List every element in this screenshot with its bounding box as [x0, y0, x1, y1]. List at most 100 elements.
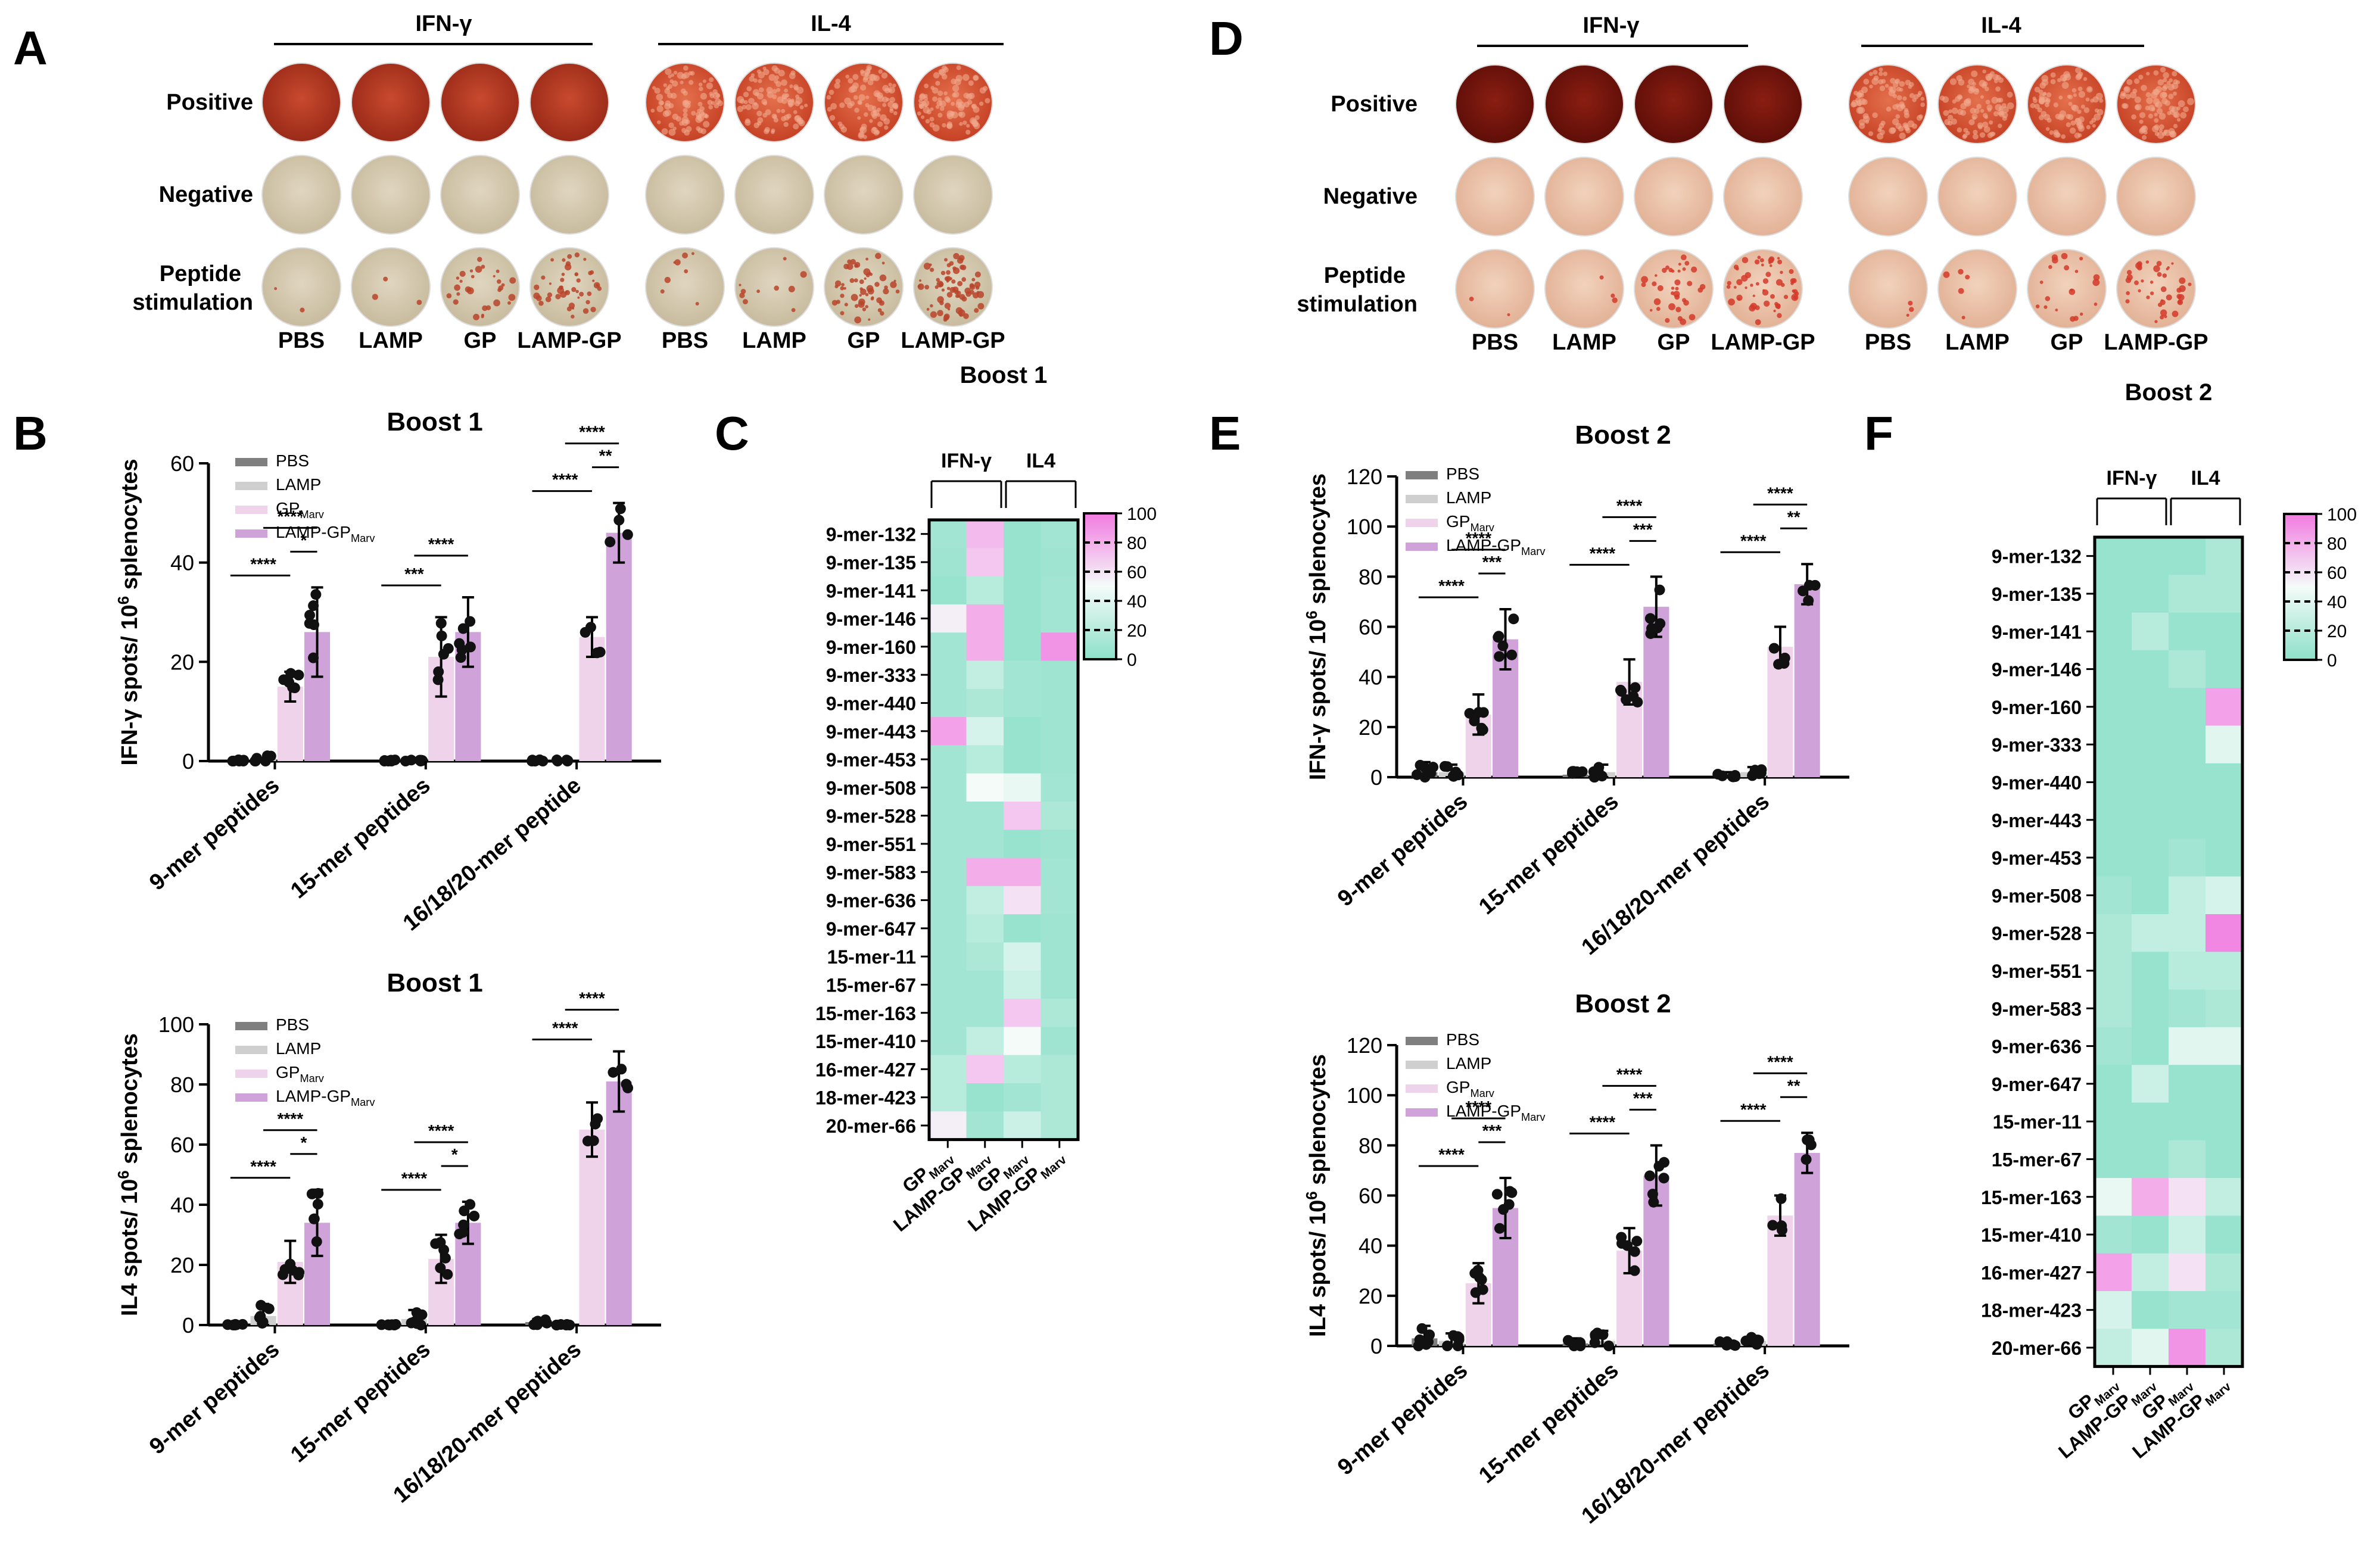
- elispot-spot: [2183, 106, 2189, 113]
- elispot-spot: [567, 254, 572, 259]
- colorbar-label: 60: [2327, 563, 2347, 583]
- elispot-spot: [2074, 269, 2079, 273]
- elispot-spot: [777, 96, 784, 103]
- elispot-spot: [1793, 295, 1798, 300]
- elispot-spot: [1977, 122, 1983, 129]
- elispot-spot: [1856, 99, 1862, 106]
- data-point: [1414, 1334, 1425, 1345]
- data-point: [435, 1263, 446, 1274]
- elispot-spot: [668, 74, 672, 79]
- elispot-spot: [2146, 71, 2150, 76]
- heatmap-cell: [966, 773, 1004, 802]
- elispot-spot: [772, 89, 777, 94]
- elispot-spot: [850, 258, 856, 265]
- well-column-label: LAMP: [359, 328, 423, 353]
- well-column-label: GP: [2051, 330, 2083, 355]
- elispot-spot: [590, 307, 596, 313]
- data-point: [406, 755, 417, 766]
- row-label: 9-mer-528: [1992, 923, 2082, 944]
- elispot-spot: [1761, 263, 1764, 267]
- elispot-spot: [758, 87, 764, 93]
- elispot-spot: [776, 88, 781, 92]
- elispot-spot: [697, 102, 703, 107]
- elispot-spot: [923, 106, 930, 114]
- elispot-spot: [1886, 106, 1892, 112]
- y-tick-label: 60: [170, 451, 194, 476]
- elispot-spot: [2145, 92, 2151, 98]
- elispot-spot: [1957, 127, 1962, 133]
- data-point: [1768, 643, 1780, 654]
- elispot-spot: [873, 75, 880, 82]
- heatmap-cell: [2095, 876, 2132, 915]
- legend-label: GPMarv: [1446, 512, 1495, 534]
- data-point: [1803, 595, 1814, 606]
- row-label-stimulation: stimulation: [132, 290, 253, 315]
- elispot-spot: [2092, 279, 2100, 286]
- elispot-well: [261, 63, 341, 142]
- elispot-spot: [545, 296, 552, 303]
- elispot-spot: [892, 83, 896, 88]
- elispot-spot: [454, 284, 460, 291]
- group-header: IFN-γ: [2107, 467, 2157, 490]
- elispot-spot: [917, 111, 921, 116]
- data-point: [1658, 1157, 1669, 1168]
- elispot-spot: [1877, 128, 1881, 132]
- heatmap-cell: [1041, 576, 1079, 605]
- elispot-spot: [698, 82, 703, 87]
- elispot-spot: [681, 119, 689, 126]
- data-point: [1442, 1341, 1453, 1351]
- heatmap-cell: [1041, 688, 1079, 718]
- heatmap-cell: [2169, 876, 2206, 915]
- elispot-spot: [2126, 291, 2130, 295]
- elispot-spot: [858, 132, 864, 139]
- elispot-spot: [949, 261, 954, 266]
- heatmap-cell: [2205, 1253, 2243, 1292]
- elispot-spot: [867, 104, 874, 111]
- elispot-spot: [1982, 81, 1988, 87]
- heatmap-cell: [2205, 989, 2243, 1028]
- sig-stars: ****: [552, 470, 578, 489]
- elispot-spot: [481, 315, 484, 319]
- elispot-spot: [699, 86, 703, 92]
- elispot-spot: [944, 303, 951, 309]
- elispot-spot: [964, 287, 971, 294]
- heatmap-cell: [966, 576, 1004, 605]
- data-point: [284, 677, 295, 688]
- elispot-well: [1723, 157, 1803, 236]
- elispot-spot: [949, 111, 955, 116]
- elispot-spot: [1957, 94, 1962, 100]
- heatmap-cell: [929, 886, 967, 915]
- elispot-spot: [1871, 77, 1879, 85]
- elispot-spot: [924, 285, 930, 290]
- heatmap-cell: [1004, 773, 1041, 802]
- row-label: 9-mer-636: [1992, 1036, 2082, 1058]
- heatmap-cell: [1041, 1083, 1079, 1112]
- elispot-spot: [1965, 275, 1970, 280]
- data-point: [438, 649, 449, 660]
- elispot-spot: [2146, 295, 2150, 300]
- elispot-spot: [691, 111, 696, 116]
- elispot-spot: [2145, 260, 2150, 264]
- heatmap-cell: [1004, 520, 1041, 548]
- row-label: 9-mer-160: [826, 637, 916, 658]
- elispot-spot: [965, 129, 971, 135]
- heatmap-cell: [2205, 1215, 2243, 1254]
- elispot-spot: [2173, 91, 2177, 96]
- elispot-spot: [715, 93, 721, 98]
- elispot-well: [1634, 157, 1714, 236]
- elispot-spot: [2141, 279, 2144, 283]
- elispot-spot: [924, 83, 929, 89]
- elispot-spot: [935, 105, 940, 109]
- elispot-spot: [773, 117, 778, 123]
- elispot-spot: [711, 101, 715, 105]
- elispot-spot: [1892, 104, 1898, 110]
- heatmap-cell: [1041, 632, 1079, 661]
- legend-swatch: [235, 482, 267, 490]
- elispot-spot: [788, 102, 793, 108]
- elispot-spot: [1878, 79, 1884, 85]
- elispot-well: [440, 155, 520, 235]
- elispot-spot: [2043, 305, 2048, 309]
- elispot-spot: [2069, 127, 2076, 134]
- elispot-spot: [879, 274, 887, 282]
- sig-stars: ***: [1482, 553, 1502, 571]
